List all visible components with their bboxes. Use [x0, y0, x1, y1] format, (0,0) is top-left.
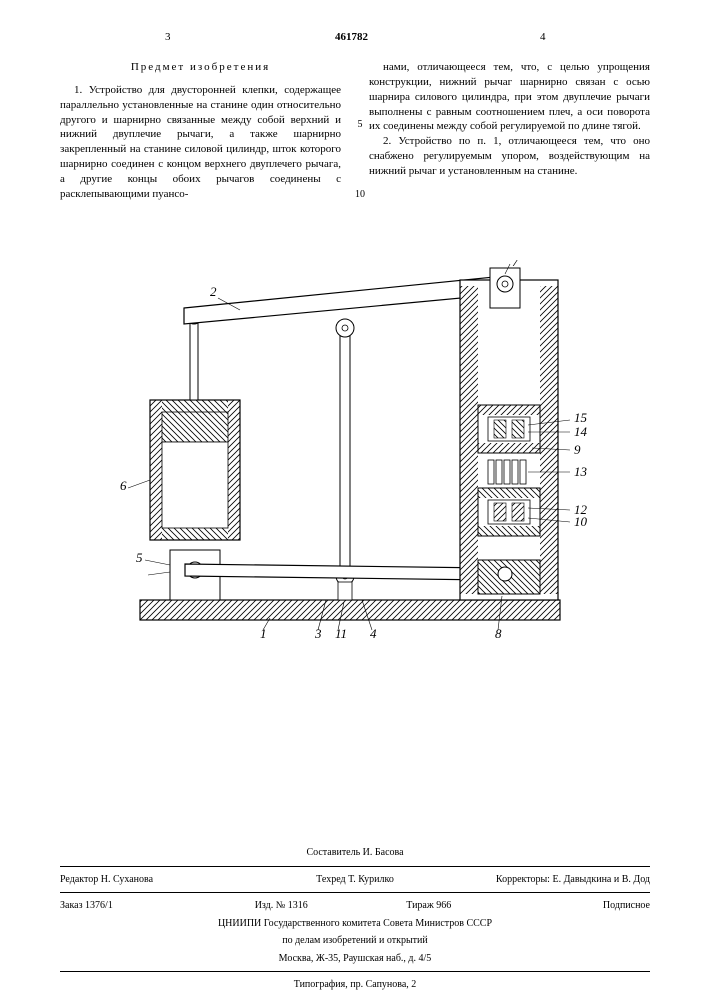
fig-label-11: 11	[335, 626, 347, 641]
fig-label-3: 3	[314, 626, 322, 641]
left-column: Предмет изобретения 1. Устройство для дв…	[60, 60, 341, 202]
page-number-right: 4	[540, 30, 546, 45]
fig-label-5: 5	[136, 550, 143, 565]
document-number: 461782	[335, 30, 368, 45]
subscription: Подписное	[503, 899, 651, 913]
fig-label-7: 7	[512, 260, 519, 269]
fig-label-15: 15	[574, 410, 588, 425]
fig-label-4: 4	[370, 626, 377, 641]
page-number-left: 3	[165, 30, 171, 45]
org-line-2: по делам изобретений и открытий	[60, 932, 650, 950]
section-title: Предмет изобретения	[60, 60, 341, 75]
claim-1-part1: 1. Устройство для двусторонней клепки, с…	[60, 83, 341, 202]
right-column: нами, отличающееся тем, что, с целью упр…	[369, 60, 650, 202]
fig-label-13: 13	[574, 464, 588, 479]
techred: Техред Т. Курилко	[257, 873, 454, 887]
org-line-1: ЦНИИПИ Государственного комитета Совета …	[60, 915, 650, 933]
fig-label-1: 1	[260, 626, 267, 641]
editor: Редактор Н. Суханова	[60, 873, 257, 887]
correctors: Корректоры: Е. Давыдкина и В. Дод	[453, 873, 650, 887]
printer: Типография, пр. Сапунова, 2	[60, 976, 650, 994]
text-columns: Предмет изобретения 1. Устройство для дв…	[60, 60, 650, 202]
org-address: Москва, Ж-35, Раушская наб., д. 4/5	[60, 950, 650, 968]
fig-label-2: 2	[210, 284, 217, 299]
compiler: Составитель И. Басова	[60, 844, 650, 862]
claim-1-part2: нами, отличающееся тем, что, с целью упр…	[369, 60, 650, 134]
footer-block: Составитель И. Басова Редактор Н. Сухано…	[60, 844, 650, 994]
fig-label-6: 6	[120, 478, 127, 493]
claim-2: 2. Устройство по п. 1, отличающееся тем,…	[369, 134, 650, 179]
fig-label-9: 9	[574, 442, 581, 457]
fig-label-14: 14	[574, 424, 588, 439]
order-number: Заказ 1376/1	[60, 899, 208, 913]
izd-number: Изд. № 1316	[208, 899, 356, 913]
fig-label-12: 12	[574, 502, 588, 517]
tirage: Тираж 966	[355, 899, 503, 913]
patent-figure: 1 2 3 4 5 6 7 8 9 10 11 12 13 14 15	[110, 260, 600, 660]
